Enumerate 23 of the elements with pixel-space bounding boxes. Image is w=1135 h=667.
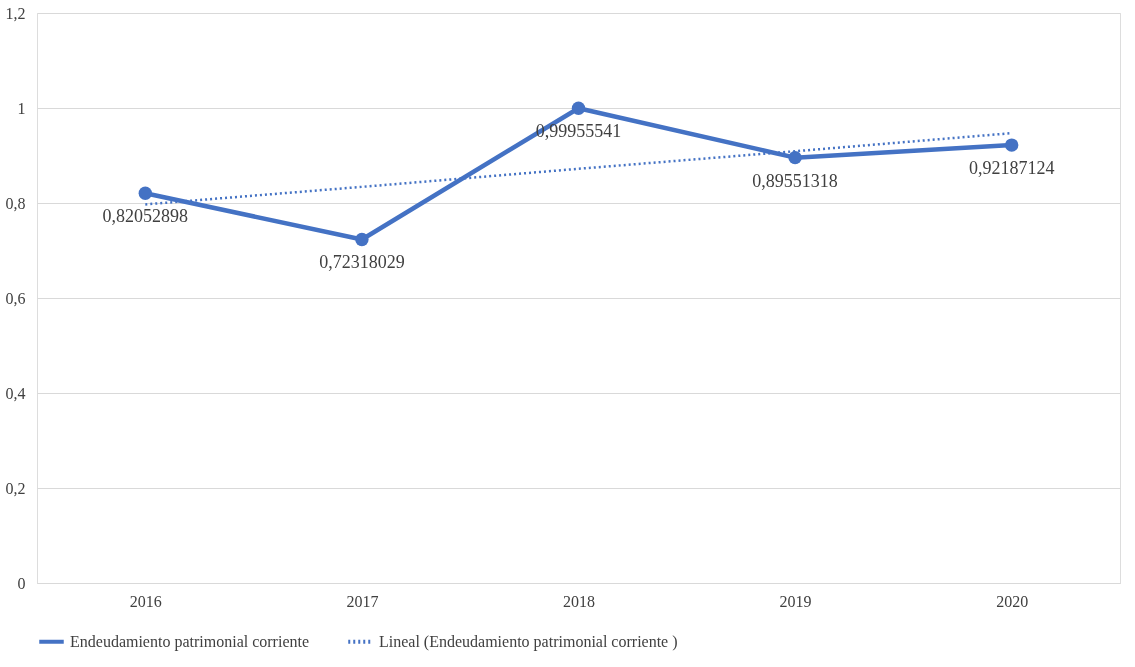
point bbox=[355, 232, 369, 247]
y-tick-label: 1,2 bbox=[5, 4, 26, 22]
data-label: 0,92187124 bbox=[968, 158, 1055, 179]
point bbox=[571, 101, 586, 115]
point bbox=[1004, 138, 1019, 152]
data-label: 0,89551318 bbox=[752, 170, 838, 191]
y-tick-label: 0,4 bbox=[5, 384, 26, 402]
x-tick-label: 2017 bbox=[346, 592, 379, 610]
x-tick-label: 2018 bbox=[563, 592, 595, 610]
y-tick-label: 0,2 bbox=[5, 479, 26, 497]
y-tick-label: 1 bbox=[17, 99, 26, 117]
x-tick-label: 2020 bbox=[996, 592, 1029, 610]
y-tick-label: 0,6 bbox=[5, 289, 26, 307]
x-tick-label: 2019 bbox=[779, 592, 812, 610]
data-label: 0,72318029 bbox=[319, 252, 405, 273]
y-tick-label: 0 bbox=[17, 574, 26, 592]
legend-label: Lineal (Endeudamiento patrimonial corriente ) bbox=[379, 632, 678, 651]
point bbox=[788, 150, 802, 165]
legend-label: Endeudamiento patrimonial corriente bbox=[70, 632, 310, 651]
y-tick-label: 0,8 bbox=[5, 194, 26, 212]
x-tick-label: 2016 bbox=[129, 592, 162, 610]
data-label: 0,82052898 bbox=[102, 206, 189, 227]
point bbox=[138, 186, 153, 200]
